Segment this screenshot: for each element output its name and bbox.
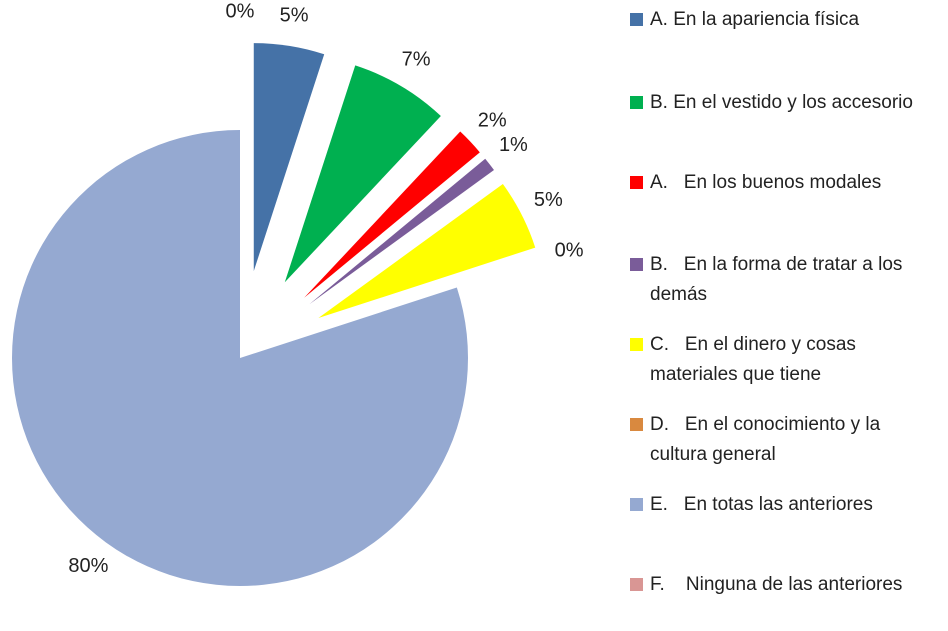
data-label: 1% [499, 134, 528, 156]
pie-slice [12, 130, 469, 587]
data-label: 7% [402, 48, 431, 70]
data-label: 80% [68, 555, 108, 577]
legend-swatch [630, 578, 643, 591]
legend-item: F. Ninguna de las anteriores [630, 570, 942, 600]
pie-slice [284, 65, 441, 283]
legend-swatch [630, 176, 643, 189]
data-label: 5% [280, 5, 309, 27]
legend-swatch [630, 96, 643, 109]
legend-label: E. En totas las anteriores [650, 494, 873, 515]
legend-label: F. Ninguna de las anteriores [650, 574, 903, 595]
legend-label: D. En el conocimiento y la cultura gener… [650, 414, 886, 465]
pie-slice [253, 43, 325, 272]
legend-swatch [630, 418, 643, 431]
legend-item: A. En la apariencia física [630, 5, 942, 35]
legend-item: E. En totas las anteriores [630, 490, 942, 520]
legend-item: B. En el vestido y los accesorio [630, 88, 942, 118]
legend-item: B. En la forma de tratar a los demás [630, 250, 942, 310]
legend-label: A. En los buenos modales [650, 172, 882, 193]
legend-label: A. En la apariencia física [650, 9, 860, 30]
legend-label: B. En el vestido y los accesorio [650, 92, 913, 113]
legend-swatch [630, 13, 643, 26]
legend-item: D. En el conocimiento y la cultura gener… [630, 410, 942, 470]
pie-slice [318, 184, 536, 319]
pie-slice [309, 158, 494, 305]
data-label: 5% [534, 189, 563, 211]
legend-label: C. En el dinero y cosas materiales que t… [650, 334, 862, 385]
legend-label: B. En la forma de tratar a los demás [650, 254, 908, 305]
data-label: 0% [555, 239, 584, 261]
legend-swatch [630, 338, 643, 351]
data-label: 0% [226, 0, 255, 22]
pie-slice [304, 131, 480, 298]
legend-swatch [630, 258, 643, 271]
legend-item: C. En el dinero y cosas materiales que t… [630, 330, 942, 390]
legend-item: A. En los buenos modales [630, 168, 942, 198]
data-label: 2% [478, 109, 507, 131]
legend-swatch [630, 498, 643, 511]
